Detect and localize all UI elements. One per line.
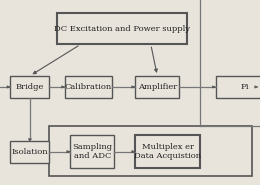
Bar xyxy=(10,141,49,163)
Text: Multiplex er
Data Acquistion: Multiplex er Data Acquistion xyxy=(134,143,201,160)
Polygon shape xyxy=(62,86,65,88)
Bar xyxy=(10,76,49,98)
Bar xyxy=(57,13,187,44)
Text: Amplifier: Amplifier xyxy=(138,83,177,91)
Text: Bridge: Bridge xyxy=(16,83,44,91)
Polygon shape xyxy=(132,86,135,88)
Bar xyxy=(216,76,260,98)
Polygon shape xyxy=(212,86,216,88)
Text: Sampling
and ADC: Sampling and ADC xyxy=(72,143,112,160)
Polygon shape xyxy=(255,86,258,88)
Polygon shape xyxy=(7,86,10,88)
Bar xyxy=(135,76,179,98)
Text: DC Excitation and Power supply: DC Excitation and Power supply xyxy=(54,25,190,33)
Bar xyxy=(49,126,252,176)
Text: Isolation: Isolation xyxy=(12,148,48,156)
Polygon shape xyxy=(132,151,135,153)
Polygon shape xyxy=(28,139,31,141)
Text: Calibration: Calibration xyxy=(65,83,112,91)
Text: Fi: Fi xyxy=(240,83,249,91)
Bar xyxy=(65,76,112,98)
Bar xyxy=(135,135,200,168)
Bar xyxy=(70,135,114,168)
Polygon shape xyxy=(67,151,70,153)
